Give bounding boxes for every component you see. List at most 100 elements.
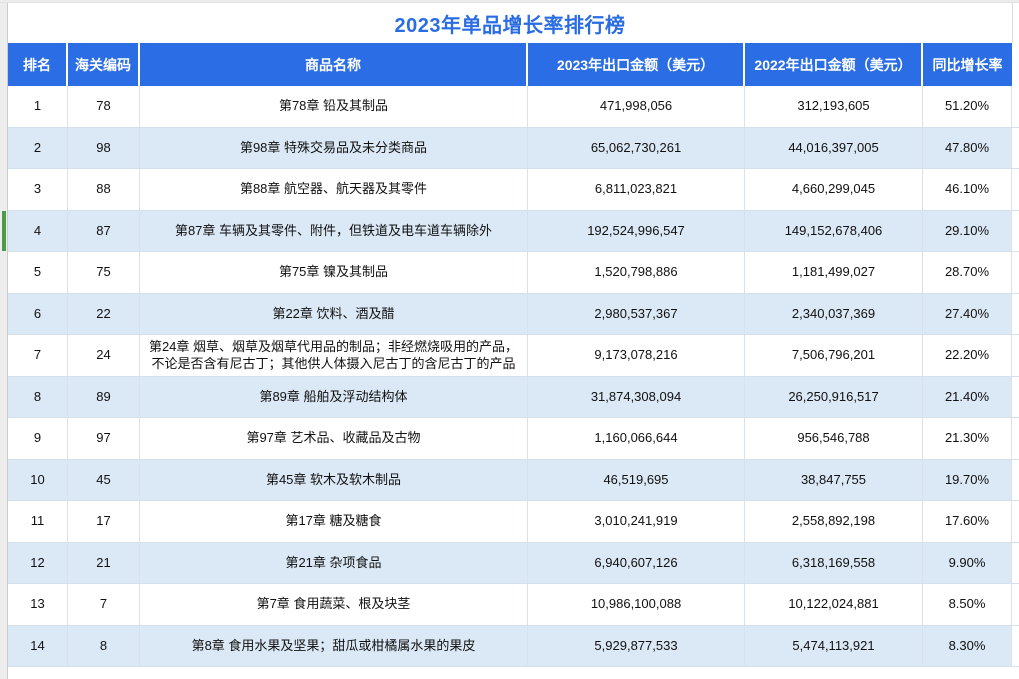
cell-2022-amount: 2,558,892,198 (745, 501, 923, 542)
top-strip (0, 0, 1019, 3)
cell-rank: 8 (8, 376, 68, 417)
right-gutter-row (1012, 542, 1019, 583)
cell-growth-rate: 22.20% (923, 335, 1012, 376)
ranking-table: 2023年单品增长率排行榜 排名 海关编码 商品名称 2023年出口金额（美元）… (2, 3, 1019, 667)
right-gutter-row (1012, 293, 1019, 334)
cell-customs-code: 24 (68, 335, 140, 376)
cell-2023-amount: 1,520,798,886 (528, 252, 745, 293)
cell-product-name: 第87章 车辆及其零件、附件，但铁道及电车道车辆除外 (140, 210, 528, 251)
cell-2022-amount: 7,506,796,201 (745, 335, 923, 376)
table-row: 13 7 第7章 食用蔬菜、根及块茎 10,986,100,088 10,122… (8, 584, 1019, 626)
cell-2022-amount: 38,847,755 (745, 459, 923, 500)
table-row: 3 88 第88章 航空器、航天器及其零件 6,811,023,821 4,66… (8, 169, 1019, 211)
cell-2022-amount: 312,193,605 (745, 86, 923, 127)
right-gutter-row (1012, 625, 1019, 666)
table-row: 8 89 第89章 船舶及浮动结构体 31,874,308,094 26,250… (8, 376, 1019, 418)
cell-rank: 5 (8, 252, 68, 293)
cell-growth-rate: 9.90% (923, 542, 1012, 583)
right-gutter-row (1012, 376, 1019, 417)
cell-rank: 13 (8, 584, 68, 625)
cell-2023-amount: 192,524,996,547 (528, 210, 745, 251)
right-gutter-row (1012, 335, 1019, 376)
cell-2022-amount: 10,122,024,881 (745, 584, 923, 625)
cell-customs-code: 7 (68, 584, 140, 625)
cell-2023-amount: 65,062,730,261 (528, 127, 745, 168)
column-header-2023-amount: 2023年出口金额（美元） (528, 43, 745, 86)
cell-customs-code: 75 (68, 252, 140, 293)
title-band: 2023年单品增长率排行榜 (8, 3, 1019, 43)
right-gutter-row (1012, 252, 1019, 293)
cell-rank: 11 (8, 501, 68, 542)
cell-rank: 6 (8, 293, 68, 334)
cell-2023-amount: 3,010,241,919 (528, 501, 745, 542)
table-row: 7 24 第24章 烟草、烟草及烟草代用品的制品；非经燃烧吸用的产品，不论是否含… (8, 335, 1019, 377)
right-gutter-row (1012, 418, 1019, 459)
cell-product-name: 第88章 航空器、航天器及其零件 (140, 169, 528, 210)
column-header-customs-code: 海关编码 (68, 43, 140, 86)
cell-rank: 2 (8, 127, 68, 168)
cell-product-name: 第97章 艺术品、收藏品及古物 (140, 418, 528, 459)
table-body: 1 78 第78章 铅及其制品 471,998,056 312,193,605 … (2, 86, 1019, 667)
cell-growth-rate: 47.80% (923, 127, 1012, 168)
cell-growth-rate: 8.30% (923, 625, 1012, 666)
cell-product-name: 第7章 食用蔬菜、根及块茎 (140, 584, 528, 625)
cell-growth-rate: 17.60% (923, 501, 1012, 542)
cell-2022-amount: 956,546,788 (745, 418, 923, 459)
cell-customs-code: 22 (68, 293, 140, 334)
table-row: 5 75 第75章 镍及其制品 1,520,798,886 1,181,499,… (8, 252, 1019, 294)
cell-customs-code: 78 (68, 86, 140, 127)
cell-customs-code: 8 (68, 625, 140, 666)
right-gutter-row (1012, 501, 1019, 542)
cell-2022-amount: 149,152,678,406 (745, 210, 923, 251)
cell-product-name: 第98章 特殊交易品及未分类商品 (140, 127, 528, 168)
right-gutter-title (1012, 3, 1019, 43)
right-gutter-row (1012, 459, 1019, 500)
cell-customs-code: 89 (68, 376, 140, 417)
cell-product-name: 第45章 软木及软木制品 (140, 459, 528, 500)
cell-rank: 4 (8, 210, 68, 251)
cell-customs-code: 45 (68, 459, 140, 500)
cell-2022-amount: 6,318,169,558 (745, 542, 923, 583)
column-header-2022-amount: 2022年出口金额（美元） (745, 43, 923, 86)
cell-product-name: 第78章 铅及其制品 (140, 86, 528, 127)
table-row: 14 8 第8章 食用水果及坚果；甜瓜或柑橘属水果的果皮 5,929,877,5… (8, 625, 1019, 667)
cell-2023-amount: 6,940,607,126 (528, 542, 745, 583)
table-row: 10 45 第45章 软木及软木制品 46,519,695 38,847,755… (8, 459, 1019, 501)
right-gutter-row (1012, 210, 1019, 251)
cell-product-name: 第21章 杂项食品 (140, 542, 528, 583)
cell-growth-rate: 29.10% (923, 210, 1012, 251)
table-row: 2 98 第98章 特殊交易品及未分类商品 65,062,730,261 44,… (8, 127, 1019, 169)
right-gutter-row (1012, 169, 1019, 210)
cell-2022-amount: 4,660,299,045 (745, 169, 923, 210)
cell-2023-amount: 471,998,056 (528, 86, 745, 127)
cell-2023-amount: 46,519,695 (528, 459, 745, 500)
cell-growth-rate: 21.30% (923, 418, 1012, 459)
cell-product-name: 第24章 烟草、烟草及烟草代用品的制品；非经燃烧吸用的产品，不论是否含有尼古丁；… (140, 335, 528, 376)
cell-customs-code: 88 (68, 169, 140, 210)
page-title: 2023年单品增长率排行榜 (394, 14, 626, 37)
cell-2022-amount: 1,181,499,027 (745, 252, 923, 293)
cell-2023-amount: 2,980,537,367 (528, 293, 745, 334)
cell-growth-rate: 46.10% (923, 169, 1012, 210)
table-row: 6 22 第22章 饮料、酒及醋 2,980,537,367 2,340,037… (8, 293, 1019, 335)
cell-customs-code: 21 (68, 542, 140, 583)
cell-product-name: 第8章 食用水果及坚果；甜瓜或柑橘属水果的果皮 (140, 625, 528, 666)
column-header-product-name: 商品名称 (140, 43, 528, 86)
cell-rank: 14 (8, 625, 68, 666)
cell-2023-amount: 5,929,877,533 (528, 625, 745, 666)
cell-growth-rate: 28.70% (923, 252, 1012, 293)
cell-rank: 1 (8, 86, 68, 127)
right-gutter-header (1012, 43, 1019, 86)
column-header-growth-rate: 同比增长率 (923, 43, 1012, 86)
table-header-row: 排名 海关编码 商品名称 2023年出口金额（美元） 2022年出口金额（美元）… (8, 43, 1019, 86)
table-row: 4 87 第87章 车辆及其零件、附件，但铁道及电车道车辆除外 192,524,… (2, 210, 1019, 252)
cell-customs-code: 97 (68, 418, 140, 459)
cell-2023-amount: 1,160,066,644 (528, 418, 745, 459)
cell-growth-rate: 8.50% (923, 584, 1012, 625)
cell-growth-rate: 19.70% (923, 459, 1012, 500)
cell-2023-amount: 9,173,078,216 (528, 335, 745, 376)
cell-2022-amount: 2,340,037,369 (745, 293, 923, 334)
cell-2023-amount: 10,986,100,088 (528, 584, 745, 625)
cell-product-name: 第17章 糖及糖食 (140, 501, 528, 542)
cell-customs-code: 98 (68, 127, 140, 168)
